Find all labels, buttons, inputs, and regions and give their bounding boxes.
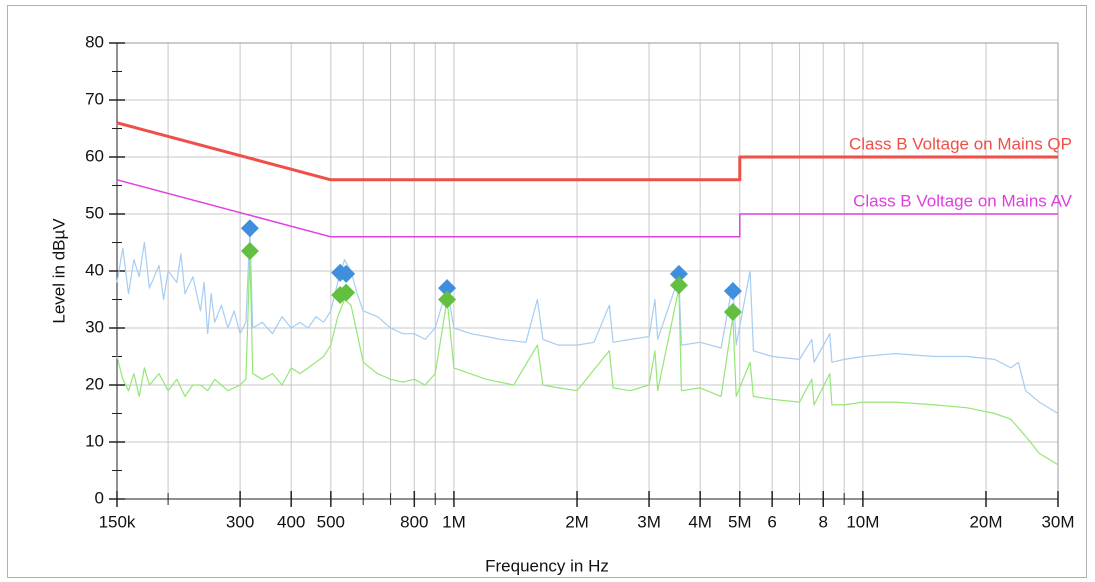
- x-tick-label: 800: [400, 512, 428, 531]
- y-tick-label: 10: [85, 431, 104, 450]
- x-tick-label: 400: [277, 512, 305, 531]
- marker: [438, 279, 457, 298]
- x-tick-label: 6: [767, 512, 776, 531]
- x-tick-label: 4M: [688, 512, 712, 531]
- limit-line: [116, 121, 1058, 182]
- x-tick-label: 10M: [846, 512, 879, 531]
- marker: [337, 283, 356, 302]
- marker: [240, 242, 259, 261]
- frame: [7, 5, 1087, 578]
- x-tick-label: 150k: [99, 512, 136, 531]
- x-tick-label: 500: [317, 512, 345, 531]
- x-tick-label: 20M: [969, 512, 1002, 531]
- limit-line: [116, 179, 1058, 238]
- y-tick-label: 80: [85, 32, 104, 51]
- y-tick-label: 50: [85, 203, 104, 222]
- marker: [669, 264, 688, 283]
- limit-label: Class B Voltage on Mains AV: [853, 191, 1073, 210]
- y-tick-label: 30: [85, 317, 104, 336]
- marker: [337, 264, 356, 283]
- x-axis-label: Frequency in Hz: [485, 556, 609, 575]
- marker: [723, 281, 742, 300]
- marker: [669, 276, 688, 295]
- x-tick-label: 300: [226, 512, 254, 531]
- x-tick-label: 1M: [442, 512, 466, 531]
- marker: [240, 219, 259, 238]
- y-tick-label: 60: [85, 146, 104, 165]
- x-tick-label: 30M: [1041, 512, 1074, 531]
- marker: [723, 303, 742, 322]
- marker: [438, 290, 457, 309]
- trace-line: [116, 253, 1059, 466]
- limit-label: Class B Voltage on Mains QP: [849, 134, 1072, 153]
- y-tick-label: 40: [85, 260, 104, 279]
- y-axis-label: Level in dBµV: [49, 218, 68, 324]
- x-tick-label: 5M: [728, 512, 752, 531]
- y-tick-label: 20: [85, 374, 104, 393]
- y-tick-label: 70: [85, 89, 104, 108]
- x-tick-label: 8: [819, 512, 828, 531]
- y-tick-label: 0: [95, 488, 104, 507]
- x-tick-label: 3M: [637, 512, 661, 531]
- trace-line: [116, 230, 1059, 415]
- x-tick-label: 2M: [565, 512, 589, 531]
